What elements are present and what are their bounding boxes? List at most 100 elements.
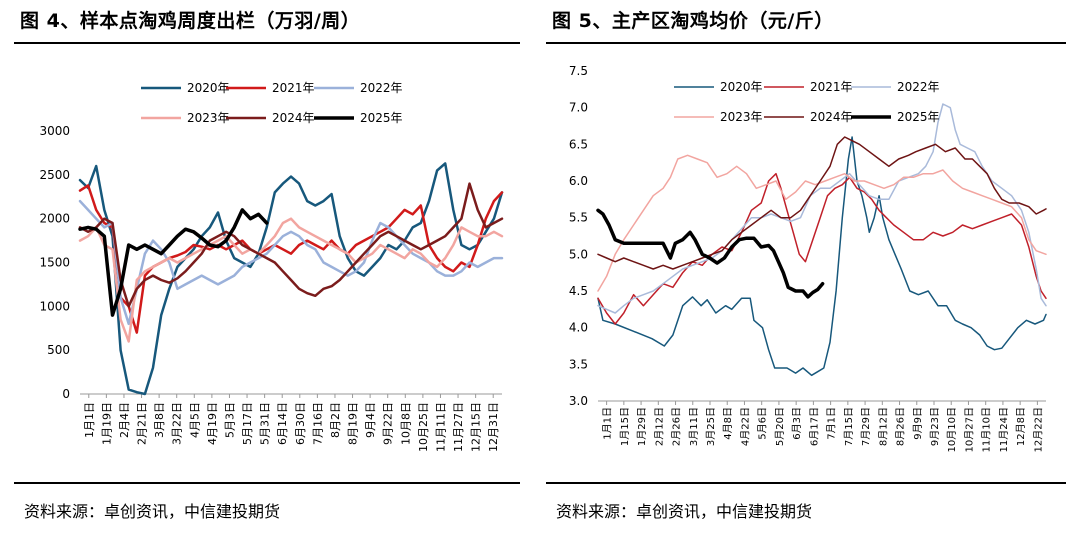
x-tick-label: 6月30日: [294, 402, 307, 445]
x-tick-label: 5月31日: [259, 402, 272, 445]
x-tick-label: 11月11日: [434, 402, 447, 452]
y-tick-label: 6.5: [569, 137, 588, 151]
y-tick-label: 3000: [39, 124, 70, 138]
legend-label: 2024年: [810, 110, 853, 124]
y-tick-label: 7.5: [569, 64, 588, 78]
x-tick-label: 8月2日: [329, 402, 342, 438]
x-tick-label: 4月8日: [722, 407, 734, 440]
x-tick-label: 1月1日: [602, 407, 614, 440]
figure-4-top-rule: [14, 42, 520, 44]
figure-4-bottom-rule: [14, 482, 520, 484]
x-tick-label: 5月17日: [241, 402, 254, 445]
x-tick-label: 5月3日: [223, 402, 236, 438]
legend-label: 2023年: [187, 111, 230, 125]
x-tick-label: 12月22日: [1032, 407, 1044, 452]
figure-4-title: 图 4、样本点淘鸡周度出栏（万羽/周）: [20, 10, 361, 32]
figure-4-source: 资料来源：卓创资讯，中信建投期货: [24, 502, 281, 521]
x-tick-label: 8月26日: [895, 407, 907, 446]
legend-label: 2021年: [810, 80, 853, 94]
legend-label: 2024年: [272, 111, 315, 125]
figure-4-panel: 图 4、样本点淘鸡周度出栏（万羽/周） 0 500 1000 1500 2000 2500…: [14, 0, 520, 540]
y-tick-label: 7.0: [569, 101, 588, 115]
series-line-2020: [597, 136, 1047, 377]
y-tick-label: 5.5: [569, 211, 588, 225]
legend-label: 2020年: [187, 81, 230, 95]
x-tick-label: 9月22日: [382, 402, 395, 445]
x-tick-label: 3月11日: [688, 407, 700, 446]
y-tick-label: 3.5: [569, 357, 588, 371]
y-tick-label: 2500: [39, 168, 70, 182]
x-tick-label: 1月19日: [100, 402, 113, 445]
x-tick-label: 4月19日: [206, 402, 219, 445]
x-tick-label: 6月17日: [808, 407, 820, 446]
series-line-2023: [78, 217, 504, 343]
y-tick-label: 0: [62, 387, 70, 401]
x-tick-label: 10月8日: [399, 402, 412, 445]
x-tick-label: 7月29日: [860, 407, 872, 446]
x-tick-label: 12月15日: [470, 402, 483, 452]
x-tick-label: 2月4日: [118, 402, 131, 438]
x-tick-label: 6月3日: [791, 407, 803, 440]
x-tick-label: 11月27日: [452, 402, 465, 452]
x-tick-label: 6月14日: [276, 402, 289, 445]
x-tick-label: 7月16日: [311, 402, 324, 445]
y-tick-label: 3.0: [569, 394, 588, 408]
legend-label: 2022年: [360, 81, 403, 95]
figure-5-source: 资料来源：卓创资讯，中信建投期货: [556, 502, 813, 521]
figure-5-panel: 图 5、主产区淘鸡均价（元/斤） 3.0 3.5 4.0 4.5 5.0 5.5 6.0 6.…: [546, 0, 1066, 540]
x-tick-label: 10月27日: [963, 407, 975, 452]
x-tick-label: 3月22日: [171, 402, 184, 445]
x-tick-label: 4月22日: [739, 407, 751, 446]
series-line-2022: [597, 103, 1047, 314]
series-line-2022: [78, 199, 504, 326]
x-tick-label: 9月4日: [364, 402, 377, 438]
legend-label: 2020年: [720, 80, 763, 94]
x-tick-label: 10月10日: [946, 407, 958, 452]
series-line-2024: [78, 182, 504, 308]
x-tick-label: 9月23日: [929, 407, 941, 446]
legend-label: 2025年: [360, 111, 403, 125]
series-line-2021: [78, 184, 504, 334]
y-tick-label: 4.5: [569, 284, 588, 298]
x-tick-label: 7月15日: [843, 407, 855, 446]
x-tick-label: 1月15日: [619, 407, 631, 446]
x-tick-label: 11月24日: [998, 407, 1010, 452]
legend-label: 2022年: [897, 80, 940, 94]
x-tick-label: 10月25日: [417, 402, 430, 452]
culled-hen-price-chart: 3.0 3.5 4.0 4.5 5.0 5.5 6.0 6.5 7.0 7.5 1月1日 1月15日 1…: [569, 64, 1047, 452]
x-tick-label: 12月8日: [1015, 407, 1027, 446]
legend-label: 2023年: [720, 110, 763, 124]
x-tick-label: 3月8日: [153, 402, 166, 438]
x-tick-label: 7月1日: [826, 407, 838, 440]
y-tick-label: 1000: [39, 299, 70, 313]
y-tick-label: 1500: [39, 256, 70, 270]
x-tick-label: 1月29日: [636, 407, 648, 446]
series-line-2020: [78, 162, 504, 396]
x-tick-label: 8月12日: [877, 407, 889, 446]
x-tick-label: 12月31日: [487, 402, 500, 452]
series-line-2025: [78, 208, 269, 317]
y-tick-label: 5.0: [569, 247, 588, 261]
y-tick-label: 4.0: [569, 321, 588, 335]
x-tick-label: 9月9日: [912, 407, 924, 440]
y-tick-label: 6.0: [569, 174, 588, 188]
x-tick-label: 11月10日: [981, 407, 993, 452]
x-tick-label: 2月21日: [136, 402, 149, 445]
figure-5-top-rule: [546, 42, 1066, 44]
legend-label: 2025年: [897, 110, 940, 124]
y-tick-label: 500: [47, 343, 70, 357]
x-tick-label: 2月12日: [653, 407, 665, 446]
series-line-2021: [597, 172, 1047, 325]
x-tick-label: 1月1日: [83, 402, 96, 438]
x-tick-label: 4月5日: [188, 402, 201, 438]
figure-5-title: 图 5、主产区淘鸡均价（元/斤）: [552, 10, 834, 32]
series-line-2024: [597, 136, 1047, 270]
series-line-2023: [597, 154, 1047, 292]
y-tick-label: 2000: [39, 212, 70, 226]
legend-label: 2021年: [272, 81, 315, 95]
weekly-culled-hens-chart: 0 500 1000 1500 2000 2500 3000 1月1日 1月19日 2月4日 2月2…: [39, 81, 504, 452]
series-line-2025: [596, 208, 825, 299]
x-tick-label: 2月26日: [671, 407, 683, 446]
x-tick-label: 8月19日: [347, 402, 360, 445]
x-tick-label: 5月6日: [757, 407, 769, 440]
